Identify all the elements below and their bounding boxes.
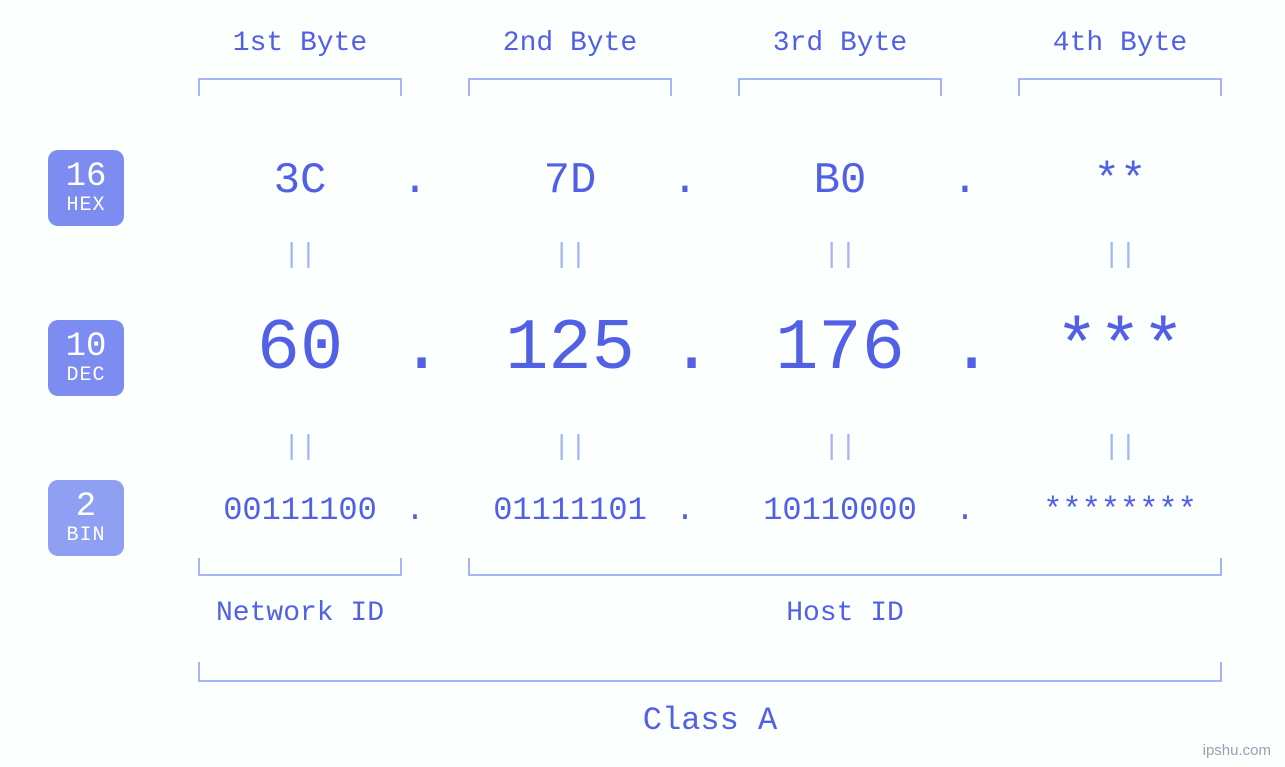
byte-header-2: 2nd Byte xyxy=(450,28,690,59)
bin-byte-2: 01111101 xyxy=(450,492,690,529)
watermark: ipshu.com xyxy=(1203,742,1271,759)
dec-dot-1: . xyxy=(400,308,430,390)
equals-dec-bin-1: || xyxy=(180,432,420,463)
badge-dec-sub: DEC xyxy=(66,365,105,386)
top-bracket-2 xyxy=(468,78,672,96)
host-id-bracket xyxy=(468,558,1222,576)
bin-byte-3: 10110000 xyxy=(720,492,960,529)
equals-dec-bin-2: || xyxy=(450,432,690,463)
dec-byte-2: 125 xyxy=(450,308,690,390)
byte-header-1: 1st Byte xyxy=(180,28,420,59)
equals-dec-bin-4: || xyxy=(1000,432,1240,463)
equals-hex-dec-4: || xyxy=(1000,240,1240,271)
hex-byte-4: ** xyxy=(1000,156,1240,206)
badge-bin-sub: BIN xyxy=(66,525,105,546)
class-bracket xyxy=(198,662,1222,682)
class-label: Class A xyxy=(198,702,1222,739)
badge-dec-num: 10 xyxy=(66,330,107,366)
hex-byte-3: B0 xyxy=(720,156,960,206)
hex-dot-3: . xyxy=(950,156,980,206)
top-bracket-3 xyxy=(738,78,942,96)
bin-byte-4: ******** xyxy=(1000,492,1240,529)
dec-byte-3: 176 xyxy=(720,308,960,390)
equals-dec-bin-3: || xyxy=(720,432,960,463)
hex-dot-2: . xyxy=(670,156,700,206)
hex-byte-1: 3C xyxy=(180,156,420,206)
badge-hex-sub: HEX xyxy=(66,195,105,216)
dec-byte-1: 60 xyxy=(180,308,420,390)
dec-byte-4: *** xyxy=(1000,308,1240,390)
byte-header-4: 4th Byte xyxy=(1000,28,1240,59)
equals-hex-dec-3: || xyxy=(720,240,960,271)
badge-bin-num: 2 xyxy=(76,490,96,526)
equals-hex-dec-2: || xyxy=(450,240,690,271)
host-id-label: Host ID xyxy=(468,598,1222,629)
bin-byte-1: 00111100 xyxy=(180,492,420,529)
bin-dot-1: . xyxy=(400,492,430,529)
equals-hex-dec-1: || xyxy=(180,240,420,271)
bin-dot-2: . xyxy=(670,492,700,529)
badge-hex-num: 16 xyxy=(66,160,107,196)
top-bracket-4 xyxy=(1018,78,1222,96)
hex-byte-2: 7D xyxy=(450,156,690,206)
dec-dot-2: . xyxy=(670,308,700,390)
byte-header-3: 3rd Byte xyxy=(720,28,960,59)
badge-dec: 10 DEC xyxy=(48,320,124,396)
hex-dot-1: . xyxy=(400,156,430,206)
dec-dot-3: . xyxy=(950,308,980,390)
badge-hex: 16 HEX xyxy=(48,150,124,226)
network-id-label: Network ID xyxy=(198,598,402,629)
bin-dot-3: . xyxy=(950,492,980,529)
badge-bin: 2 BIN xyxy=(48,480,124,556)
top-bracket-1 xyxy=(198,78,402,96)
network-id-bracket xyxy=(198,558,402,576)
